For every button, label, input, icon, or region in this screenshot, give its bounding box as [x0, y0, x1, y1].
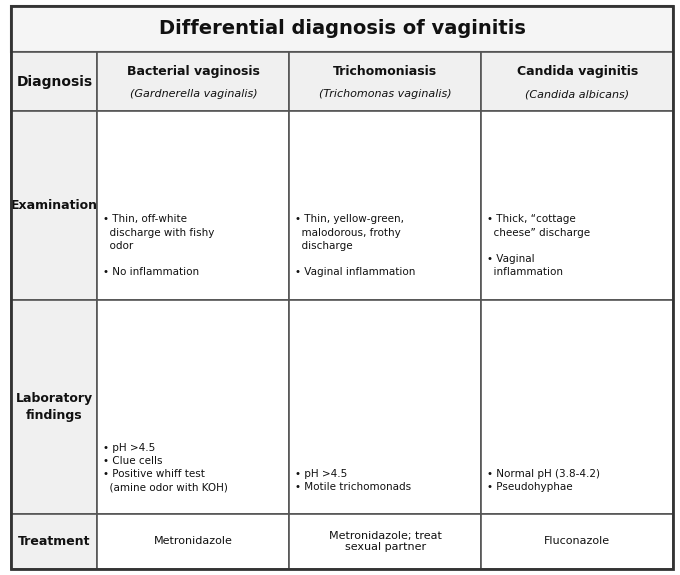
- Text: (Trichomonas vaginalis): (Trichomonas vaginalis): [319, 89, 452, 99]
- Text: • pH >4.5
• Motile trichomonads: • pH >4.5 • Motile trichomonads: [295, 469, 411, 492]
- FancyBboxPatch shape: [97, 52, 290, 111]
- FancyBboxPatch shape: [481, 513, 673, 569]
- FancyBboxPatch shape: [12, 52, 97, 111]
- FancyBboxPatch shape: [12, 111, 97, 300]
- FancyBboxPatch shape: [481, 52, 673, 111]
- Text: • Thick, “cottage
  cheese” discharge

• Vaginal
  inflammation: • Thick, “cottage cheese” discharge • Va…: [487, 214, 590, 277]
- Text: Differential diagnosis of vaginitis: Differential diagnosis of vaginitis: [159, 20, 526, 39]
- Text: Metronidazole: Metronidazole: [154, 536, 233, 546]
- Text: Bacterial vaginosis: Bacterial vaginosis: [127, 65, 260, 78]
- FancyBboxPatch shape: [290, 52, 481, 111]
- FancyBboxPatch shape: [97, 513, 290, 569]
- Text: Examination: Examination: [11, 199, 98, 212]
- FancyBboxPatch shape: [481, 111, 673, 300]
- Text: • pH >4.5
• Clue cells
• Positive whiff test
  (amine odor with KOH): • pH >4.5 • Clue cells • Positive whiff …: [103, 443, 228, 492]
- FancyBboxPatch shape: [12, 300, 97, 513]
- Text: (Gardnerella vaginalis): (Gardnerella vaginalis): [130, 89, 257, 99]
- FancyBboxPatch shape: [290, 111, 481, 300]
- FancyBboxPatch shape: [12, 513, 97, 569]
- Text: Treatment: Treatment: [18, 535, 90, 548]
- Text: Metronidazole; treat
sexual partner: Metronidazole; treat sexual partner: [329, 531, 442, 552]
- FancyBboxPatch shape: [290, 513, 481, 569]
- FancyBboxPatch shape: [97, 300, 290, 513]
- FancyBboxPatch shape: [481, 300, 673, 513]
- Text: • Thin, yellow-green,
  malodorous, frothy
  discharge

• Vaginal inflammation: • Thin, yellow-green, malodorous, frothy…: [295, 214, 415, 277]
- Text: Fluconazole: Fluconazole: [544, 536, 611, 546]
- FancyBboxPatch shape: [290, 300, 481, 513]
- Text: • Normal pH (3.8-4.2)
• Pseudohyphae: • Normal pH (3.8-4.2) • Pseudohyphae: [487, 469, 600, 492]
- Text: Diagnosis: Diagnosis: [16, 75, 92, 89]
- Text: Candida vaginitis: Candida vaginitis: [517, 65, 638, 78]
- FancyBboxPatch shape: [97, 111, 290, 300]
- Text: (Candida albicans): (Candida albicans): [525, 89, 630, 99]
- FancyBboxPatch shape: [12, 6, 673, 52]
- Text: Trichomoniasis: Trichomoniasis: [333, 65, 437, 78]
- Text: • Thin, off-white
  discharge with fishy
  odor

• No inflammation: • Thin, off-white discharge with fishy o…: [103, 214, 214, 277]
- Text: Laboratory
findings: Laboratory findings: [16, 392, 93, 421]
